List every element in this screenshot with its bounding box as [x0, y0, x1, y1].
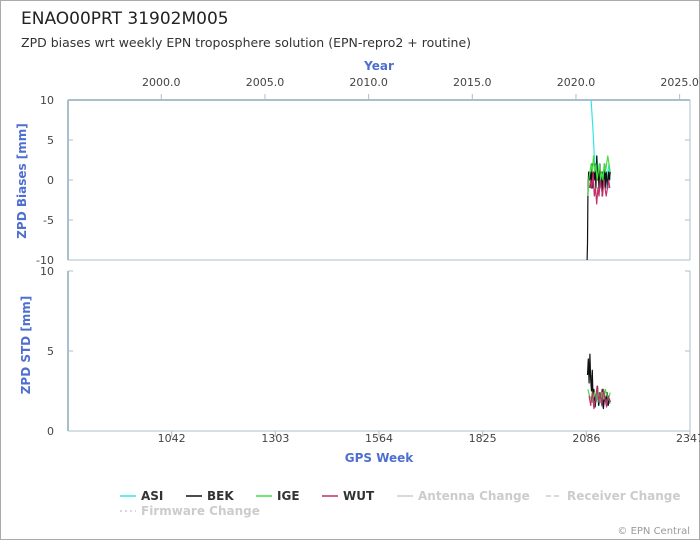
bias-ytick-label: 10: [40, 94, 54, 107]
year-tick-label: 2015.0: [453, 76, 492, 89]
chart-title: ENAO00PRT 31902M005: [21, 9, 229, 29]
bias-ytick-label: -10: [36, 254, 54, 267]
credit-label[interactable]: © EPN Central: [617, 526, 690, 537]
bias-series-wut: [588, 171, 611, 205]
year-tick-label: 2010.0: [349, 76, 388, 89]
week-tick-label: 1303: [261, 432, 289, 445]
year-tick-label: 2020.0: [557, 76, 596, 89]
std-series-wut: [588, 385, 611, 410]
bottom-axis-title: GPS Week: [345, 451, 415, 465]
top-axis-title: Year: [363, 59, 394, 73]
year-tick-label: 2025.0: [660, 76, 699, 89]
bias-ytick-label: 5: [47, 134, 54, 147]
legend-item-bek[interactable]: BEK: [207, 489, 234, 503]
week-tick-label: 1825: [469, 432, 497, 445]
bias-ytick-label: -5: [43, 214, 54, 227]
legend-item-asi[interactable]: ASI: [141, 489, 163, 503]
year-tick-label: 2005.0: [246, 76, 285, 89]
legend-item-receiver-change[interactable]: Receiver Change: [567, 489, 681, 503]
legend-item-wut[interactable]: WUT: [343, 489, 375, 503]
std-ytick-label: 5: [47, 345, 54, 358]
legend-item-antenna-change[interactable]: Antenna Change: [418, 489, 530, 503]
week-tick-label: 1042: [158, 432, 186, 445]
std-ytick-label: 10: [40, 265, 54, 278]
week-tick-label: 1564: [365, 432, 393, 445]
chart-subtitle: ZPD biases wrt weekly EPN troposphere so…: [21, 35, 472, 50]
legend-item-ige[interactable]: IGE: [277, 489, 300, 503]
std-ytick-label: 0: [47, 425, 54, 438]
bias-series-ige: [587, 155, 611, 197]
week-tick-label: 2347: [676, 432, 700, 445]
bias-ytick-label: 0: [47, 174, 54, 187]
year-tick-label: 2000.0: [142, 76, 181, 89]
bias-y-axis-title: ZPD Biases [mm]: [15, 123, 29, 239]
week-tick-label: 2086: [572, 432, 600, 445]
std-y-axis-title: ZPD STD [mm]: [19, 296, 33, 395]
legend-item-firmware-change[interactable]: Firmware Change: [141, 504, 260, 518]
